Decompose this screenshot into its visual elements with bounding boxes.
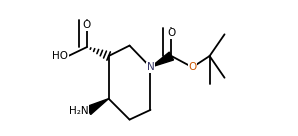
Text: H₂N: H₂N <box>69 106 89 116</box>
Text: O: O <box>83 20 91 30</box>
Polygon shape <box>150 52 173 67</box>
Text: O: O <box>188 62 196 72</box>
Polygon shape <box>86 99 108 115</box>
Text: N: N <box>147 62 154 72</box>
Text: O: O <box>167 28 176 38</box>
Text: HO: HO <box>52 51 68 61</box>
